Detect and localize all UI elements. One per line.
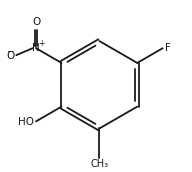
Text: F: F [165, 43, 171, 53]
Text: CH₃: CH₃ [90, 159, 108, 169]
Text: −: − [6, 47, 13, 56]
Text: HO: HO [18, 117, 34, 127]
Text: O: O [6, 51, 15, 61]
Text: O: O [32, 17, 40, 27]
Text: N: N [32, 43, 40, 53]
Text: +: + [38, 40, 44, 49]
